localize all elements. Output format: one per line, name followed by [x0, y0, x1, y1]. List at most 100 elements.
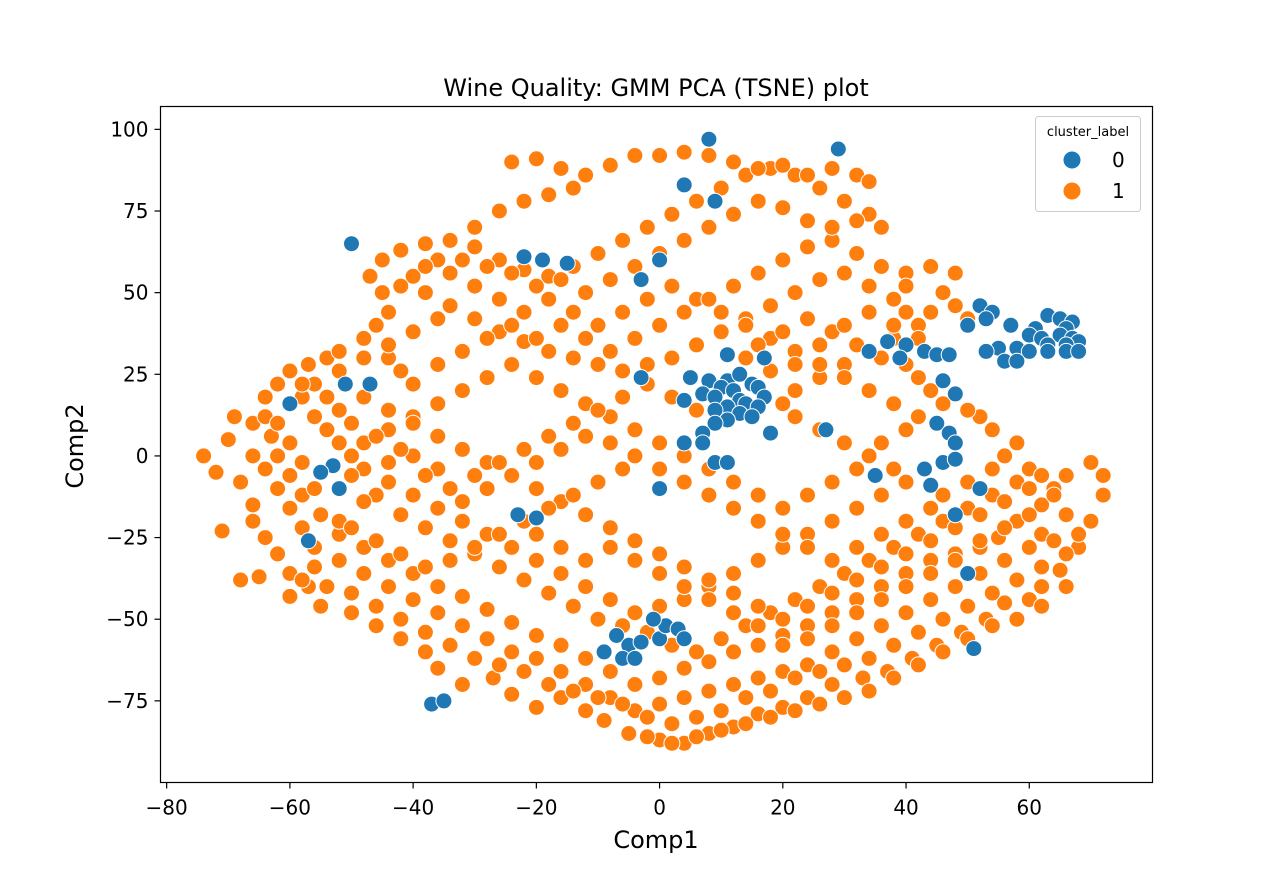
point-cluster-1	[897, 604, 915, 622]
point-cluster-0	[829, 140, 847, 158]
point-cluster-1	[626, 421, 644, 439]
point-cluster-0	[330, 480, 348, 498]
point-cluster-1	[601, 538, 619, 556]
point-cluster-1	[725, 643, 742, 661]
point-cluster-1	[527, 698, 545, 716]
point-cluster-0	[632, 369, 650, 387]
point-cluster-1	[527, 480, 545, 498]
point-cluster-1	[527, 369, 545, 387]
point-cluster-1	[922, 382, 940, 400]
point-cluster-0	[281, 395, 299, 413]
point-cluster-1	[1057, 545, 1075, 563]
x-tick-label: 40	[893, 796, 918, 820]
point-cluster-1	[712, 303, 730, 321]
point-cluster-1	[823, 218, 841, 236]
point-cluster-1	[244, 447, 262, 465]
point-cluster-1	[922, 565, 940, 582]
point-cluster-1	[700, 218, 718, 236]
point-cluster-1	[700, 147, 718, 164]
point-cluster-1	[490, 656, 508, 674]
series-1	[195, 143, 1112, 752]
point-cluster-1	[453, 512, 471, 530]
point-cluster-1	[527, 277, 545, 295]
point-cluster-1	[490, 202, 508, 220]
point-cluster-1	[330, 551, 348, 569]
point-cluster-1	[343, 467, 360, 484]
point-cluster-1	[885, 460, 903, 478]
point-cluster-1	[355, 565, 373, 582]
point-cluster-1	[700, 653, 718, 671]
point-cluster-1	[490, 525, 508, 543]
point-cluster-0	[651, 480, 669, 498]
point-cluster-1	[552, 316, 570, 334]
point-cluster-1	[1020, 538, 1038, 556]
point-cluster-1	[663, 205, 681, 223]
point-cluster-1	[651, 434, 669, 452]
point-cluster-1	[799, 212, 816, 230]
point-cluster-1	[835, 369, 853, 387]
legend-title: cluster_label	[1047, 125, 1129, 140]
legend: cluster_label 0 1	[1035, 116, 1141, 212]
point-cluster-1	[367, 427, 385, 445]
point-cluster-1	[478, 600, 496, 618]
point-cluster-1	[429, 395, 447, 413]
point-cluster-1	[651, 545, 669, 563]
point-cluster-0	[509, 506, 527, 524]
point-cluster-1	[835, 434, 853, 452]
point-cluster-1	[441, 231, 459, 249]
point-cluster-0	[558, 254, 576, 272]
point-cluster-1	[675, 143, 693, 161]
point-cluster-1	[860, 173, 878, 191]
series-0	[281, 130, 1088, 713]
point-cluster-1	[860, 277, 878, 295]
point-cluster-1	[490, 558, 508, 576]
point-cluster-0	[916, 460, 933, 478]
point-cluster-1	[416, 519, 434, 537]
point-cluster-1	[749, 551, 767, 569]
point-cluster-1	[725, 676, 742, 693]
point-cluster-1	[466, 218, 484, 236]
legend-marker-1	[1062, 181, 1082, 201]
point-cluster-1	[823, 160, 841, 177]
point-cluster-1	[552, 538, 570, 556]
x-tick-label: 60	[1017, 796, 1042, 820]
point-cluster-1	[527, 329, 545, 347]
point-cluster-1	[441, 480, 459, 498]
point-cluster-1	[786, 382, 804, 400]
point-cluster-1	[860, 682, 878, 700]
point-cluster-1	[700, 290, 718, 308]
point-cluster-1	[577, 578, 595, 596]
point-cluster-0	[651, 251, 669, 269]
point-cluster-1	[601, 156, 619, 174]
point-cluster-1	[330, 342, 348, 360]
point-cluster-1	[466, 277, 484, 295]
point-cluster-1	[823, 551, 841, 569]
point-cluster-1	[959, 597, 977, 615]
point-cluster-1	[343, 584, 360, 602]
point-cluster-1	[244, 496, 262, 514]
point-cluster-1	[774, 199, 792, 217]
point-cluster-1	[404, 414, 422, 432]
point-cluster-1	[749, 636, 767, 654]
point-cluster-1	[367, 597, 385, 615]
point-cluster-1	[811, 271, 829, 289]
point-cluster-1	[540, 584, 558, 602]
point-cluster-1	[897, 473, 915, 491]
x-tick-label: 20	[770, 796, 795, 820]
point-cluster-1	[675, 659, 693, 677]
point-cluster-1	[712, 630, 730, 648]
point-cluster-1	[416, 258, 434, 275]
point-cluster-1	[799, 630, 816, 648]
point-cluster-1	[774, 395, 792, 413]
point-cluster-1	[848, 538, 866, 556]
point-cluster-1	[835, 689, 853, 707]
point-cluster-1	[269, 545, 287, 563]
y-tick-label: −75	[106, 689, 148, 713]
point-cluster-1	[515, 192, 533, 210]
point-cluster-1	[1008, 571, 1026, 589]
point-cluster-1	[700, 682, 718, 700]
point-cluster-1	[527, 551, 545, 569]
point-cluster-1	[620, 725, 638, 742]
point-cluster-1	[614, 695, 632, 713]
